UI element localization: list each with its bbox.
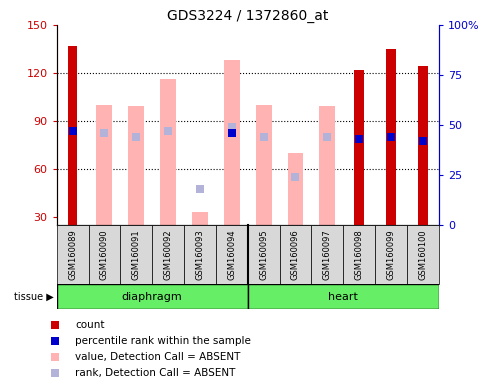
Point <box>387 134 395 140</box>
Text: GSM160099: GSM160099 <box>387 229 395 280</box>
Text: GSM160098: GSM160098 <box>354 229 364 280</box>
Bar <box>160 79 176 225</box>
Point <box>317 136 325 142</box>
Bar <box>89 225 120 284</box>
Text: GSM160093: GSM160093 <box>195 229 205 280</box>
Point <box>228 130 236 136</box>
Bar <box>247 284 439 309</box>
Bar <box>57 225 89 284</box>
Bar <box>312 225 343 284</box>
Text: GSM160094: GSM160094 <box>227 229 236 280</box>
Text: diaphragm: diaphragm <box>122 291 182 302</box>
Bar <box>319 106 335 225</box>
Bar <box>418 66 427 225</box>
Point <box>355 136 363 142</box>
Title: GDS3224 / 1372860_at: GDS3224 / 1372860_at <box>167 8 328 23</box>
Bar <box>152 225 184 284</box>
Text: heart: heart <box>328 291 358 302</box>
Bar <box>256 105 272 225</box>
Point <box>228 124 236 130</box>
Point <box>196 185 204 192</box>
Point <box>323 134 331 140</box>
Point <box>69 128 76 134</box>
Bar <box>247 225 280 284</box>
Bar <box>224 60 240 225</box>
Text: GSM160089: GSM160089 <box>68 229 77 280</box>
Bar <box>68 46 77 225</box>
Bar <box>287 153 304 225</box>
Text: rank, Detection Call = ABSENT: rank, Detection Call = ABSENT <box>75 368 235 379</box>
Bar <box>184 225 216 284</box>
Point <box>419 138 427 144</box>
Text: GSM160092: GSM160092 <box>164 229 173 280</box>
Point <box>132 134 140 140</box>
Bar <box>375 225 407 284</box>
Text: GSM160096: GSM160096 <box>291 229 300 280</box>
Text: percentile rank within the sample: percentile rank within the sample <box>75 336 251 346</box>
Bar <box>407 225 439 284</box>
Text: GSM160091: GSM160091 <box>132 229 141 280</box>
Bar <box>192 212 208 225</box>
Bar <box>354 70 364 225</box>
Bar <box>120 225 152 284</box>
Point <box>101 130 108 136</box>
Point <box>291 174 299 180</box>
Bar <box>57 284 247 309</box>
Text: GSM160095: GSM160095 <box>259 229 268 280</box>
Bar <box>280 225 312 284</box>
Point <box>260 134 268 140</box>
Bar <box>128 106 144 225</box>
Text: value, Detection Call = ABSENT: value, Detection Call = ABSENT <box>75 352 240 362</box>
Bar <box>216 225 247 284</box>
Point <box>164 128 172 134</box>
Point <box>317 282 325 288</box>
Text: GSM160090: GSM160090 <box>100 229 109 280</box>
Text: count: count <box>75 320 105 330</box>
Text: tissue ▶: tissue ▶ <box>14 291 54 302</box>
Text: GSM160100: GSM160100 <box>419 229 427 280</box>
Bar <box>97 105 112 225</box>
Bar <box>386 49 396 225</box>
Bar <box>343 225 375 284</box>
Text: GSM160097: GSM160097 <box>323 229 332 280</box>
